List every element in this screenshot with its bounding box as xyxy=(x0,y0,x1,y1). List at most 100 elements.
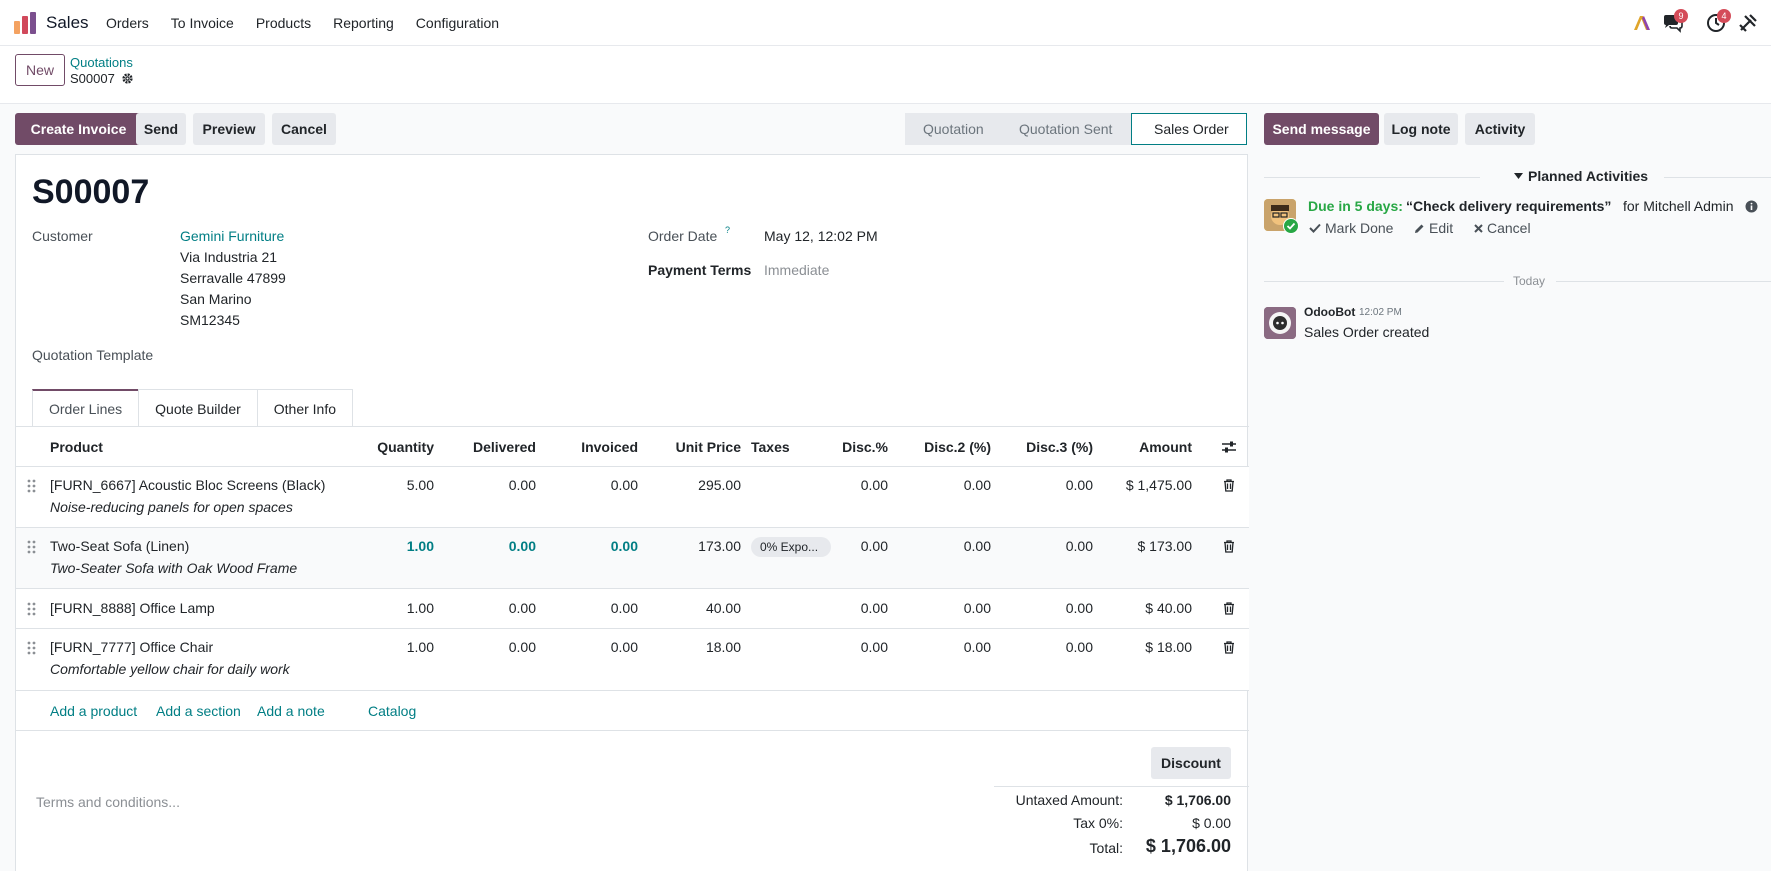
cell-quantity[interactable]: 1.00 xyxy=(406,639,434,655)
stage-quotation[interactable]: Quotation xyxy=(905,113,1001,145)
cell-disc2[interactable]: 0.00 xyxy=(963,639,991,655)
cell-quantity[interactable]: 1.00 xyxy=(406,538,434,554)
col-disc3[interactable]: Disc.3 (%) xyxy=(1026,439,1093,455)
message-author[interactable]: OdooBot xyxy=(1304,305,1356,319)
cell-disc3[interactable]: 0.00 xyxy=(1065,477,1093,493)
stage-quotation-sent[interactable]: Quotation Sent xyxy=(1001,113,1131,145)
col-unit-price[interactable]: Unit Price xyxy=(675,439,741,455)
drag-handle-icon[interactable] xyxy=(27,540,37,554)
cancel-button[interactable]: Cancel xyxy=(272,113,336,145)
trash-icon[interactable] xyxy=(1223,540,1235,553)
table-row[interactable]: [FURN_6667] Acoustic Bloc Screens (Black… xyxy=(16,467,1249,528)
col-disc[interactable]: Disc.% xyxy=(842,439,888,455)
messages-icon[interactable]: 9 xyxy=(1662,9,1688,34)
send-button[interactable]: Send xyxy=(136,113,186,145)
order-date-value[interactable]: May 12, 12:02 PM xyxy=(764,228,878,244)
cancel-activity-link[interactable]: Cancel xyxy=(1474,220,1531,236)
cell-delivered[interactable]: 0.00 xyxy=(508,538,536,554)
cell-disc3[interactable]: 0.00 xyxy=(1065,639,1093,655)
cell-product[interactable]: [FURN_6667] Acoustic Bloc Screens (Black… xyxy=(50,477,326,493)
menu-orders[interactable]: Orders xyxy=(106,15,149,31)
menu-to-invoice[interactable]: To Invoice xyxy=(170,15,234,31)
cell-delivered[interactable]: 0.00 xyxy=(508,600,536,616)
add-product-link[interactable]: Add a product xyxy=(50,703,138,719)
cell-disc3[interactable]: 0.00 xyxy=(1065,600,1093,616)
stage-sales-order[interactable]: Sales Order xyxy=(1131,113,1247,145)
trash-icon[interactable] xyxy=(1223,479,1235,492)
cell-unit-price[interactable]: 40.00 xyxy=(705,600,741,616)
cell-disc[interactable]: 0.00 xyxy=(860,538,888,554)
tab-other-info[interactable]: Other Info xyxy=(256,389,354,427)
drag-handle-icon[interactable] xyxy=(27,602,37,616)
edit-activity-link[interactable]: Edit xyxy=(1414,220,1453,236)
table-row[interactable]: [FURN_7777] Office Chair Comfortable yel… xyxy=(16,629,1249,691)
activity-button[interactable]: Activity xyxy=(1465,113,1535,145)
gear-icon[interactable] xyxy=(121,72,134,85)
cell-description[interactable]: Noise-reducing panels for open spaces xyxy=(50,499,293,515)
table-row[interactable]: [FURN_8888] Office Lamp 1.00 0.00 0.00 4… xyxy=(16,589,1249,629)
tax-badge[interactable]: 0% Expo... xyxy=(751,537,831,557)
catalog-link[interactable]: Catalog xyxy=(368,703,417,719)
app-name[interactable]: Sales xyxy=(46,13,89,32)
cell-delivered[interactable]: 0.00 xyxy=(508,639,536,655)
add-note-link[interactable]: Add a note xyxy=(257,703,325,719)
tab-quote-builder[interactable]: Quote Builder xyxy=(138,389,258,427)
cell-quantity[interactable]: 5.00 xyxy=(406,477,434,493)
cell-product[interactable]: Two-Seat Sofa (Linen) xyxy=(50,538,190,554)
menu-reporting[interactable]: Reporting xyxy=(333,15,394,31)
send-message-button[interactable]: Send message xyxy=(1264,113,1379,145)
cell-description[interactable]: Comfortable yellow chair for daily work xyxy=(50,661,290,677)
optional-columns-icon[interactable] xyxy=(1222,440,1236,454)
drag-handle-icon[interactable] xyxy=(27,479,37,493)
cell-description[interactable]: Two-Seater Sofa with Oak Wood Frame xyxy=(50,560,298,576)
cell-disc[interactable]: 0.00 xyxy=(860,477,888,493)
cell-unit-price[interactable]: 173.00 xyxy=(698,538,741,554)
terms-field[interactable]: Terms and conditions... xyxy=(36,794,180,810)
cell-disc2[interactable]: 0.00 xyxy=(963,600,991,616)
activities-clock-icon[interactable]: 4 xyxy=(1705,9,1731,34)
col-quantity[interactable]: Quantity xyxy=(377,439,434,455)
create-invoice-button[interactable]: Create Invoice xyxy=(15,113,142,145)
info-icon[interactable] xyxy=(1745,200,1758,213)
col-delivered[interactable]: Delivered xyxy=(472,439,536,455)
drag-handle-icon[interactable] xyxy=(27,641,37,655)
sales-app-icon[interactable] xyxy=(14,12,36,34)
col-product[interactable]: Product xyxy=(50,439,103,455)
menu-configuration[interactable]: Configuration xyxy=(415,15,500,31)
order-date-help-icon[interactable]: ? xyxy=(725,225,731,235)
mark-done-link[interactable]: Mark Done xyxy=(1309,220,1393,236)
cell-disc2[interactable]: 0.00 xyxy=(963,538,991,554)
preview-button[interactable]: Preview xyxy=(193,113,265,145)
cell-invoiced[interactable]: 0.00 xyxy=(610,600,638,616)
breadcrumb-quotations[interactable]: Quotations xyxy=(70,55,133,70)
cell-disc2[interactable]: 0.00 xyxy=(963,477,991,493)
cell-product[interactable]: [FURN_8888] Office Lamp xyxy=(50,600,215,616)
cell-disc[interactable]: 0.00 xyxy=(860,639,888,655)
cell-disc[interactable]: 0.00 xyxy=(860,600,888,616)
cell-delivered[interactable]: 0.00 xyxy=(508,477,536,493)
cell-unit-price[interactable]: 295.00 xyxy=(698,477,741,493)
customer-link[interactable]: Gemini Furniture xyxy=(180,228,285,244)
trash-icon[interactable] xyxy=(1223,602,1235,615)
cell-invoiced[interactable]: 0.00 xyxy=(610,639,638,655)
discount-button[interactable]: Discount xyxy=(1151,747,1231,779)
log-note-button[interactable]: Log note xyxy=(1384,113,1458,145)
menu-products[interactable]: Products xyxy=(255,15,312,31)
table-row[interactable]: Two-Seat Sofa (Linen) Two-Seater Sofa wi… xyxy=(16,528,1249,589)
planned-activities-toggle[interactable]: Planned Activities xyxy=(1514,168,1648,184)
new-button[interactable]: New xyxy=(15,54,65,86)
col-invoiced[interactable]: Invoiced xyxy=(581,439,638,455)
col-disc2[interactable]: Disc.2 (%) xyxy=(924,439,991,455)
payment-terms-field[interactable]: Immediate xyxy=(764,262,830,278)
col-taxes[interactable]: Taxes xyxy=(751,439,790,455)
cell-product[interactable]: [FURN_7777] Office Chair xyxy=(50,639,214,655)
add-section-link[interactable]: Add a section xyxy=(156,703,241,719)
tab-order-lines[interactable]: Order Lines xyxy=(32,389,140,427)
cell-invoiced[interactable]: 0.00 xyxy=(610,477,638,493)
debug-tools-icon[interactable] xyxy=(1737,12,1759,34)
cell-quantity[interactable]: 1.00 xyxy=(406,600,434,616)
cell-invoiced[interactable]: 0.00 xyxy=(610,538,638,554)
cell-disc3[interactable]: 0.00 xyxy=(1065,538,1093,554)
col-amount[interactable]: Amount xyxy=(1139,439,1192,455)
ai-icon[interactable] xyxy=(1631,12,1653,34)
